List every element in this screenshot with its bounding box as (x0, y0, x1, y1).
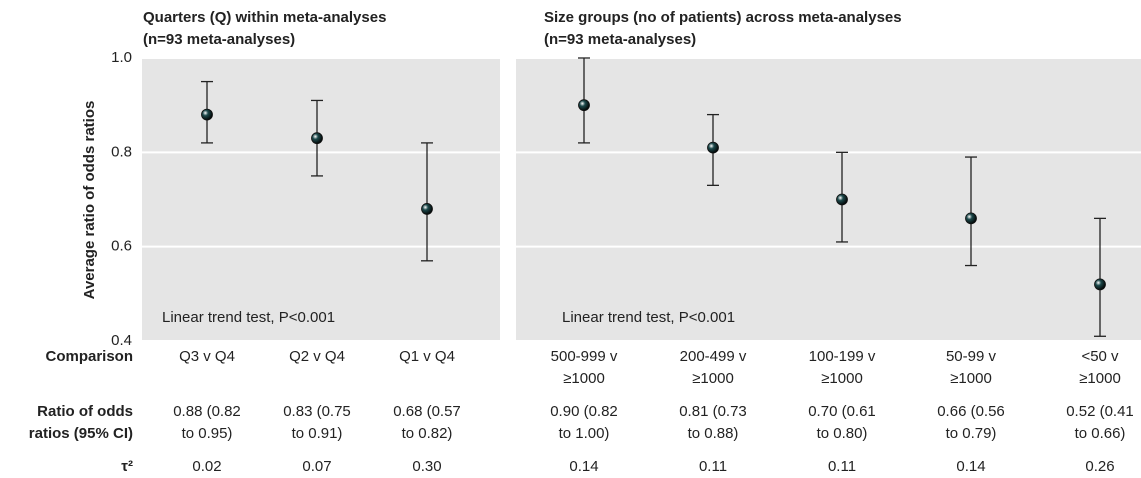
plot-background (516, 58, 1141, 341)
y-axis-label: Average ratio of odds ratios (81, 101, 98, 300)
point-estimate (1094, 278, 1106, 291)
tau-squared: 0.02 (192, 458, 221, 475)
point-estimate (201, 108, 213, 121)
row-label: Ratio of odds ratios (95% CI) (29, 403, 133, 442)
tau-squared: 0.30 (412, 458, 441, 475)
ratio-label: 0.83 (0.75 to 0.91) (283, 403, 351, 442)
annotation: Linear trend test, P<0.001 (162, 309, 335, 326)
tau-squared: 0.14 (569, 458, 598, 475)
point-estimate (578, 99, 590, 112)
panel-title: Quarters (Q) within meta-analyses (n=93 m… (143, 9, 386, 48)
point-estimate (707, 141, 719, 154)
tau-squared: 0.11 (699, 458, 727, 475)
point-estimate (965, 212, 977, 225)
tau-squared: 0.26 (1085, 458, 1114, 475)
comparison-label: 100-199 v ≥1000 (809, 348, 876, 387)
ratio-label: 0.68 (0.57 to 0.82) (393, 403, 461, 442)
comparison-label: Q3 v Q4 (179, 348, 235, 365)
row-label: τ² (121, 458, 133, 475)
ratio-label: 0.70 (0.61 to 0.80) (808, 403, 876, 442)
point-estimate (421, 203, 433, 215)
ratio-label: 0.88 (0.82 to 0.95) (173, 403, 241, 442)
annotation: Linear trend test, P<0.001 (562, 309, 735, 326)
y-tick-label: 1.0 (111, 49, 132, 66)
row-label: Comparison (45, 348, 133, 365)
comparison-label: <50 v ≥1000 (1079, 348, 1121, 387)
tau-squared: 0.07 (302, 458, 331, 475)
ratio-label: 0.52 (0.41 to 0.66) (1066, 403, 1134, 442)
tau-squared: 0.11 (828, 458, 856, 475)
ratio-label: 0.81 (0.73 to 0.88) (679, 403, 747, 442)
ratio-label: 0.90 (0.82 to 1.00) (550, 403, 618, 442)
comparison-label: 500-999 v ≥1000 (551, 348, 618, 387)
tau-squared: 0.14 (956, 458, 985, 475)
point-estimate (311, 132, 323, 145)
ratio-label: 0.66 (0.56 to 0.79) (937, 403, 1005, 442)
y-tick-label: 0.6 (111, 238, 132, 255)
panel-title: Size groups (no of patients) across meta… (544, 9, 902, 48)
y-tick-label: 0.4 (111, 332, 132, 349)
y-tick-label: 0.8 (111, 143, 132, 160)
comparison-label: Q2 v Q4 (289, 348, 345, 365)
plot-background (142, 58, 500, 341)
comparison-label: 200-499 v ≥1000 (680, 348, 747, 387)
comparison-label: 50-99 v ≥1000 (946, 348, 997, 387)
comparison-label: Q1 v Q4 (399, 348, 455, 365)
point-estimate (836, 193, 848, 206)
